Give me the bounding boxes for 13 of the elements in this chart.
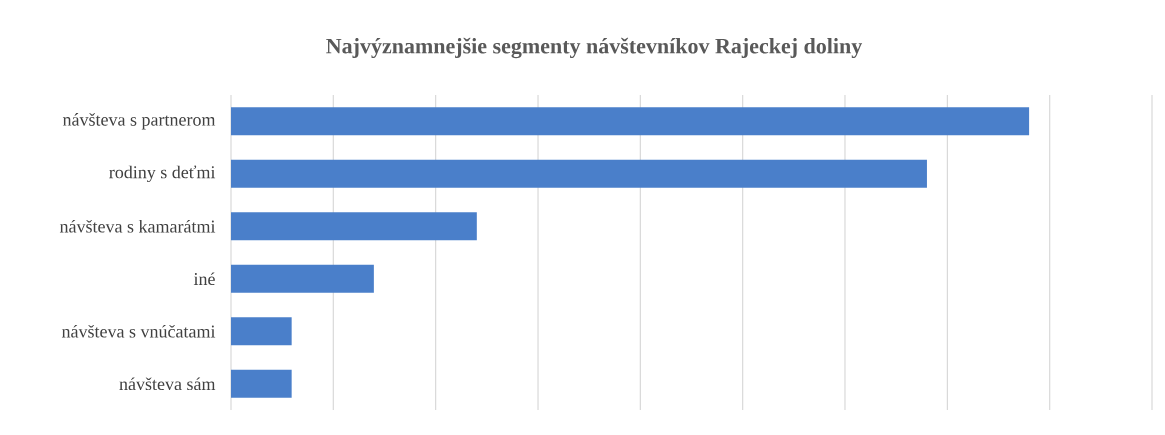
bar — [231, 159, 927, 188]
y-tick-label: iné — [193, 272, 215, 286]
bar — [231, 369, 292, 398]
bar — [231, 264, 374, 293]
bar — [231, 107, 1030, 136]
bar — [231, 212, 477, 241]
chart-title: Najvýznamnejšie segmenty návštevníkov Rajeckej doliny — [326, 37, 863, 59]
bar — [231, 317, 292, 346]
y-tick-label: návšteva s kamarátmi — [59, 219, 216, 233]
y-tick-label: návšteva sám — [119, 377, 216, 391]
y-tick-label: rodiny s deťmi — [109, 165, 216, 183]
y-tick-label: návšteva s partnerom — [62, 113, 216, 130]
y-tick-label: návšteva s vnúčatami — [61, 324, 216, 338]
